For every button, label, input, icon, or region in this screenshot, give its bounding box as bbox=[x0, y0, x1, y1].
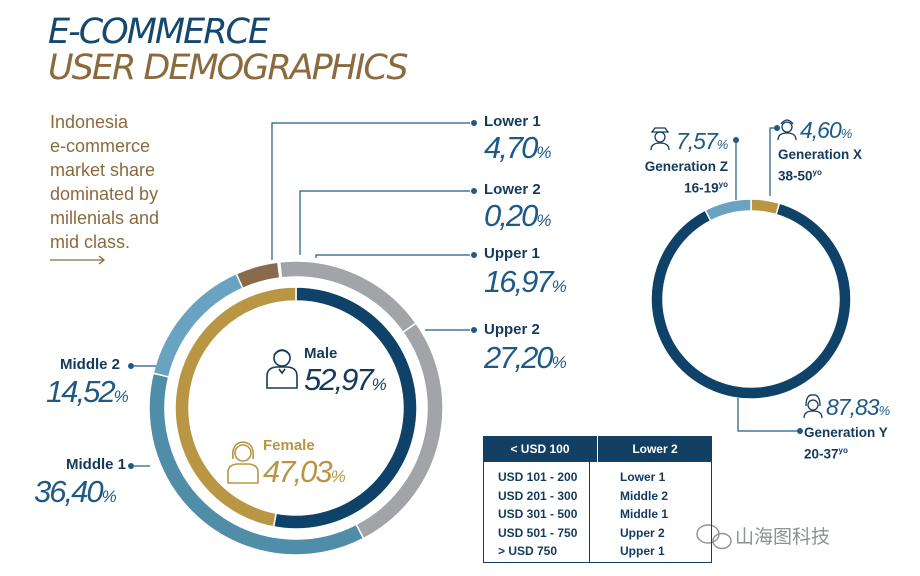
value-upper-1: 16,97% bbox=[484, 264, 567, 299]
value-female: 47,03% bbox=[263, 454, 346, 489]
value-male: 52,97% bbox=[304, 362, 387, 397]
table-cell: USD 201 - 300 bbox=[498, 488, 578, 503]
table-cell: USD 101 - 200 bbox=[498, 470, 578, 484]
label-lower-1: Lower 1 bbox=[484, 113, 541, 130]
intro-line: market share bbox=[50, 160, 156, 180]
male-person-icon bbox=[266, 349, 298, 389]
leader-gen-x bbox=[769, 127, 777, 196]
gender-slice-female bbox=[174, 286, 297, 528]
table-cell: > USD 750 bbox=[498, 544, 558, 558]
value-lower-2: 0,20% bbox=[484, 198, 552, 233]
generation-slice-generation-y bbox=[650, 202, 852, 400]
leader-lower-1 bbox=[271, 122, 470, 260]
income-slice-middle-2 bbox=[152, 272, 244, 378]
label-upper-2: Upper 2 bbox=[484, 321, 540, 338]
watermark-text: 山海图科技 bbox=[735, 526, 831, 548]
table-header-cell: < USD 100 bbox=[483, 436, 598, 462]
value-gen-y: 87,83% bbox=[826, 394, 891, 420]
leader-lower-2 bbox=[299, 190, 470, 255]
value-upper-2: 27,20% bbox=[484, 340, 567, 375]
label-gen-z: Generation Z 16-19yo bbox=[644, 159, 728, 196]
title-line-1: E-COMMERCE bbox=[48, 12, 270, 52]
label-middle-1: Middle 1 bbox=[66, 456, 127, 473]
intro-line: mid class. bbox=[50, 232, 131, 252]
wechat-logo-icon bbox=[696, 524, 732, 550]
label-male: Male bbox=[304, 345, 338, 362]
table-cell: USD 501 - 750 bbox=[498, 525, 578, 540]
label-middle-2: Middle 2 bbox=[60, 356, 121, 373]
intro-line: Indonesia bbox=[50, 112, 129, 132]
table-cell: Lower 1 bbox=[620, 470, 666, 484]
table-cell: USD 301 - 500 bbox=[498, 507, 578, 521]
label-lower-2: Lower 2 bbox=[484, 181, 541, 198]
table-column-range: USD 101 - 200 USD 201 - 300 USD 301 - 50… bbox=[484, 462, 590, 562]
income-slice-lower-1 bbox=[235, 261, 281, 290]
table-column-class: Lower 1 Middle 2 Middle 1 Upper 2 Upper … bbox=[590, 462, 711, 562]
leader-dots bbox=[128, 120, 803, 469]
label-upper-1: Upper 1 bbox=[484, 245, 540, 262]
table-body: USD 101 - 200 USD 201 - 300 USD 301 - 50… bbox=[483, 462, 712, 563]
leader-lines bbox=[134, 122, 798, 467]
table-cell: Middle 1 bbox=[620, 507, 669, 521]
gen-y-person-icon bbox=[803, 394, 823, 419]
gender-donut bbox=[174, 286, 418, 530]
value-gen-x: 4,60% bbox=[800, 117, 853, 143]
leader-gen-y bbox=[737, 398, 798, 432]
generation-slice-generation-z bbox=[704, 198, 752, 222]
intro-line: millenials and bbox=[50, 208, 160, 228]
intro-line: e-commerce bbox=[50, 136, 151, 156]
table-cell: Upper 2 bbox=[620, 525, 665, 540]
table-cell: Middle 2 bbox=[620, 488, 669, 503]
female-person-icon bbox=[227, 441, 259, 484]
leader-upper-1 bbox=[315, 254, 470, 258]
table-header-cell: Lower 2 bbox=[632, 442, 678, 456]
income-legend-table: < USD 100 Lower 2 USD 101 - 200 USD 201 … bbox=[483, 436, 712, 564]
value-middle-1: 36,40% bbox=[34, 474, 117, 509]
generation-donut bbox=[650, 198, 852, 400]
value-lower-1: 4,70% bbox=[484, 130, 552, 165]
intro-line: dominated by bbox=[50, 184, 159, 204]
title-line-2: USER DEMOGRAPHICS bbox=[48, 48, 409, 88]
income-donut bbox=[148, 260, 444, 556]
label-gen-y: Generation Y 20-37yo bbox=[804, 425, 888, 462]
gen-x-person-icon bbox=[777, 119, 797, 141]
intro-text: Indonesia e-commerce market share domina… bbox=[50, 110, 190, 254]
value-middle-2: 14,52% bbox=[46, 374, 129, 409]
table-header: < USD 100 Lower 2 bbox=[483, 436, 712, 462]
table-cell: Upper 1 bbox=[620, 544, 665, 558]
gen-z-person-icon bbox=[650, 127, 670, 151]
label-gen-x: Generation X 38-50yo bbox=[778, 147, 863, 184]
arrow-right-icon bbox=[50, 255, 106, 265]
label-female: Female bbox=[263, 437, 315, 454]
generation-slice-generation-x bbox=[750, 198, 781, 216]
value-gen-z: 7,57% bbox=[676, 128, 729, 154]
